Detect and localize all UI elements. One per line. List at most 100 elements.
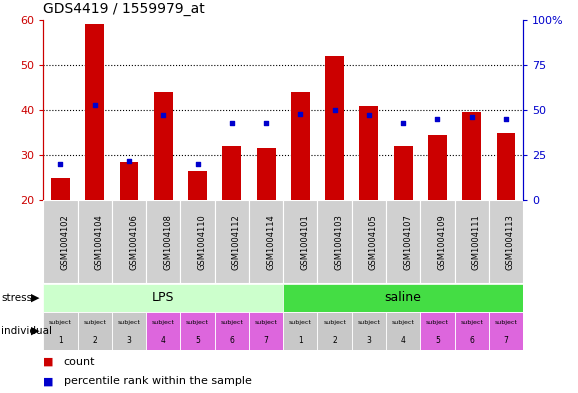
Text: percentile rank within the sample: percentile rank within the sample xyxy=(64,376,251,386)
FancyBboxPatch shape xyxy=(454,312,489,350)
Bar xyxy=(497,132,516,200)
Text: subject: subject xyxy=(255,320,277,325)
Bar xyxy=(394,146,413,200)
Text: 7: 7 xyxy=(264,336,269,345)
Text: 5: 5 xyxy=(435,336,440,345)
Text: subject: subject xyxy=(117,320,140,325)
Point xyxy=(56,161,65,167)
Text: ■: ■ xyxy=(43,356,54,367)
Text: GDS4419 / 1559979_at: GDS4419 / 1559979_at xyxy=(43,2,205,16)
Point xyxy=(501,116,510,122)
Text: subject: subject xyxy=(426,320,449,325)
FancyBboxPatch shape xyxy=(146,312,180,350)
Text: GSM1004104: GSM1004104 xyxy=(95,214,103,270)
Text: 3: 3 xyxy=(127,336,131,345)
Point xyxy=(364,112,373,119)
Text: GSM1004103: GSM1004103 xyxy=(335,214,343,270)
Text: 4: 4 xyxy=(401,336,406,345)
Bar xyxy=(154,92,173,200)
FancyBboxPatch shape xyxy=(352,200,386,283)
Point xyxy=(467,114,476,120)
FancyBboxPatch shape xyxy=(214,200,249,283)
Text: LPS: LPS xyxy=(152,291,175,304)
Text: subject: subject xyxy=(323,320,346,325)
Text: individual: individual xyxy=(1,326,52,336)
FancyBboxPatch shape xyxy=(283,312,317,350)
FancyBboxPatch shape xyxy=(420,200,454,283)
Text: subject: subject xyxy=(152,320,175,325)
Text: GSM1004109: GSM1004109 xyxy=(438,214,446,270)
FancyBboxPatch shape xyxy=(249,200,283,283)
Text: GSM1004106: GSM1004106 xyxy=(129,214,138,270)
Text: GSM1004113: GSM1004113 xyxy=(506,214,515,270)
FancyBboxPatch shape xyxy=(146,200,180,283)
Point xyxy=(124,158,134,164)
FancyBboxPatch shape xyxy=(283,200,317,283)
FancyBboxPatch shape xyxy=(283,284,523,312)
FancyBboxPatch shape xyxy=(386,200,420,283)
Text: subject: subject xyxy=(289,320,312,325)
Bar xyxy=(257,149,276,200)
Text: count: count xyxy=(64,356,95,367)
Bar xyxy=(428,135,447,200)
FancyBboxPatch shape xyxy=(454,200,489,283)
Text: subject: subject xyxy=(220,320,243,325)
FancyBboxPatch shape xyxy=(317,312,352,350)
FancyBboxPatch shape xyxy=(112,200,146,283)
Text: subject: subject xyxy=(83,320,106,325)
FancyBboxPatch shape xyxy=(352,312,386,350)
Text: subject: subject xyxy=(357,320,380,325)
Text: GSM1004114: GSM1004114 xyxy=(266,214,275,270)
Bar xyxy=(291,92,310,200)
FancyBboxPatch shape xyxy=(317,200,352,283)
FancyBboxPatch shape xyxy=(43,312,77,350)
FancyBboxPatch shape xyxy=(489,200,523,283)
Text: subject: subject xyxy=(49,320,72,325)
Text: GSM1004102: GSM1004102 xyxy=(61,214,69,270)
Text: 3: 3 xyxy=(366,336,371,345)
Text: GSM1004110: GSM1004110 xyxy=(198,214,206,270)
FancyBboxPatch shape xyxy=(489,312,523,350)
Text: 2: 2 xyxy=(332,336,337,345)
Bar xyxy=(462,112,481,200)
Point xyxy=(399,119,408,126)
Text: 4: 4 xyxy=(161,336,166,345)
Text: 6: 6 xyxy=(229,336,234,345)
FancyBboxPatch shape xyxy=(43,200,77,283)
Text: GSM1004111: GSM1004111 xyxy=(472,214,481,270)
Text: subject: subject xyxy=(495,320,517,325)
Bar xyxy=(51,178,70,200)
Text: GSM1004107: GSM1004107 xyxy=(403,214,412,270)
Text: 7: 7 xyxy=(503,336,509,345)
Text: 5: 5 xyxy=(195,336,200,345)
Text: ▶: ▶ xyxy=(31,326,39,336)
Text: GSM1004101: GSM1004101 xyxy=(301,214,309,270)
Text: 1: 1 xyxy=(298,336,303,345)
Text: GSM1004112: GSM1004112 xyxy=(232,214,241,270)
Text: stress: stress xyxy=(1,293,32,303)
Bar xyxy=(188,171,207,200)
Point xyxy=(261,119,271,126)
FancyBboxPatch shape xyxy=(77,200,112,283)
Bar xyxy=(325,56,344,200)
FancyBboxPatch shape xyxy=(249,312,283,350)
Text: 6: 6 xyxy=(469,336,474,345)
Bar xyxy=(223,146,241,200)
Point xyxy=(158,112,168,119)
FancyBboxPatch shape xyxy=(77,312,112,350)
Text: 1: 1 xyxy=(58,336,63,345)
Bar xyxy=(120,162,139,200)
FancyBboxPatch shape xyxy=(43,284,283,312)
Text: 2: 2 xyxy=(92,336,97,345)
Text: subject: subject xyxy=(392,320,414,325)
Text: ■: ■ xyxy=(43,376,54,386)
FancyBboxPatch shape xyxy=(180,312,214,350)
Point xyxy=(296,110,305,117)
Bar xyxy=(86,24,104,200)
Text: saline: saline xyxy=(385,291,421,304)
Point xyxy=(227,119,236,126)
Text: GSM1004108: GSM1004108 xyxy=(164,214,172,270)
FancyBboxPatch shape xyxy=(214,312,249,350)
Text: ▶: ▶ xyxy=(31,293,39,303)
Text: subject: subject xyxy=(460,320,483,325)
